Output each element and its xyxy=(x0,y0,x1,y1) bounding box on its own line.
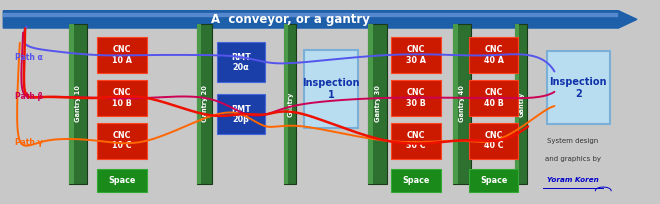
Text: Gantry 10: Gantry 10 xyxy=(75,86,81,122)
FancyArrow shape xyxy=(3,13,617,16)
FancyBboxPatch shape xyxy=(391,37,441,73)
Text: CNC
40 A: CNC 40 A xyxy=(484,45,504,65)
Text: and graphics by: and graphics by xyxy=(545,156,601,162)
Text: System design: System design xyxy=(547,138,599,144)
FancyBboxPatch shape xyxy=(453,24,458,184)
Text: Yoram Koren: Yoram Koren xyxy=(547,176,599,183)
Text: CNC
40 C: CNC 40 C xyxy=(484,131,504,151)
FancyBboxPatch shape xyxy=(547,51,610,124)
Text: Gantry 40: Gantry 40 xyxy=(459,86,465,122)
FancyBboxPatch shape xyxy=(391,169,441,192)
FancyBboxPatch shape xyxy=(98,37,147,73)
FancyBboxPatch shape xyxy=(69,24,87,184)
FancyBboxPatch shape xyxy=(469,37,519,73)
Text: Inspection
1: Inspection 1 xyxy=(302,78,360,100)
Text: Gantry: Gantry xyxy=(287,91,294,117)
Text: Inspection
2: Inspection 2 xyxy=(549,77,607,99)
FancyBboxPatch shape xyxy=(469,169,519,192)
Text: Space: Space xyxy=(402,176,430,185)
FancyBboxPatch shape xyxy=(69,24,74,184)
Text: Gantry 20: Gantry 20 xyxy=(201,86,208,122)
Text: A  conveyor, or a gantry: A conveyor, or a gantry xyxy=(211,13,370,26)
Text: CNC
10 B: CNC 10 B xyxy=(112,88,132,108)
Text: RMT
20α: RMT 20α xyxy=(231,52,251,72)
FancyBboxPatch shape xyxy=(197,24,212,184)
FancyBboxPatch shape xyxy=(304,50,358,128)
FancyBboxPatch shape xyxy=(368,24,374,184)
Text: CNC
10 A: CNC 10 A xyxy=(112,45,132,65)
FancyBboxPatch shape xyxy=(515,24,519,184)
Text: Gantry 30: Gantry 30 xyxy=(374,86,381,122)
FancyBboxPatch shape xyxy=(391,80,441,116)
FancyBboxPatch shape xyxy=(453,24,471,184)
FancyBboxPatch shape xyxy=(217,42,265,82)
Text: CNC
40 B: CNC 40 B xyxy=(484,88,504,108)
Text: Path α: Path α xyxy=(15,53,42,62)
Text: Path β: Path β xyxy=(15,92,42,101)
FancyBboxPatch shape xyxy=(98,123,147,159)
Text: CNC
30 C: CNC 30 C xyxy=(406,131,426,151)
FancyBboxPatch shape xyxy=(217,94,265,134)
Text: Path γ: Path γ xyxy=(15,138,42,147)
FancyBboxPatch shape xyxy=(391,123,441,159)
FancyBboxPatch shape xyxy=(197,24,201,184)
Text: Space: Space xyxy=(480,176,508,185)
FancyArrow shape xyxy=(3,11,637,28)
Text: Space: Space xyxy=(108,176,136,185)
FancyBboxPatch shape xyxy=(98,80,147,116)
FancyBboxPatch shape xyxy=(284,24,296,184)
FancyBboxPatch shape xyxy=(469,80,519,116)
Text: RMT
20β: RMT 20β xyxy=(231,104,251,124)
FancyBboxPatch shape xyxy=(98,169,147,192)
Text: Gantry: Gantry xyxy=(518,91,525,117)
Text: CNC
30 B: CNC 30 B xyxy=(406,88,426,108)
Text: CNC
30 A: CNC 30 A xyxy=(406,45,426,65)
FancyBboxPatch shape xyxy=(515,24,527,184)
FancyBboxPatch shape xyxy=(284,24,288,184)
Text: CNC
10 C: CNC 10 C xyxy=(112,131,132,151)
FancyBboxPatch shape xyxy=(368,24,387,184)
FancyBboxPatch shape xyxy=(469,123,519,159)
